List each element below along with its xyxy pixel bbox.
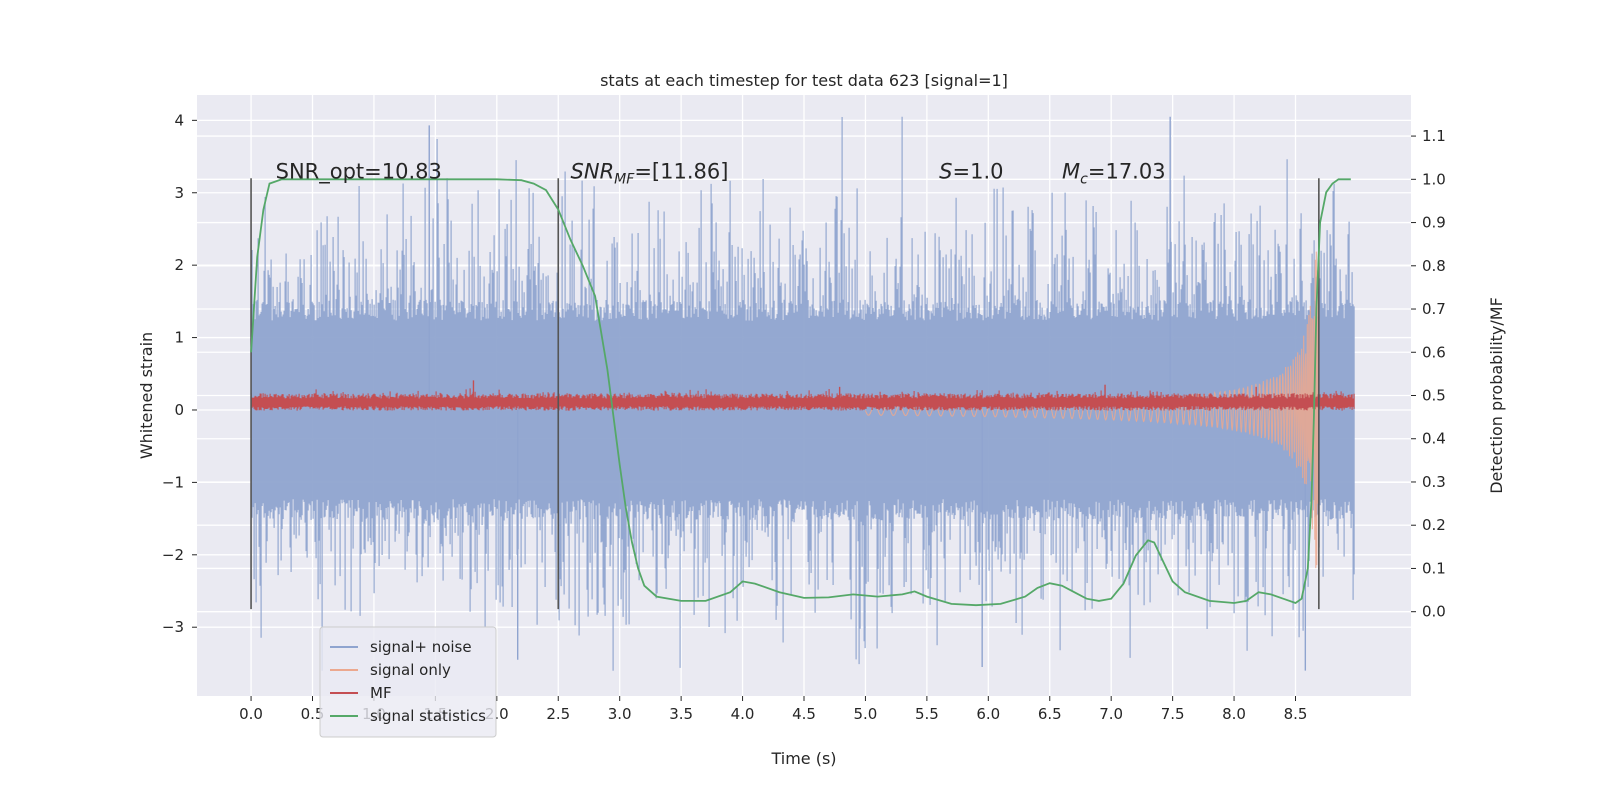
- legend-label: signal only: [370, 661, 451, 679]
- annotation-value: =1.0: [953, 159, 1004, 183]
- signal-statistics-line: [250, 178, 1351, 607]
- annotation-value: =[11.86]: [634, 159, 728, 183]
- y-right-tick-label: 0.1: [1422, 559, 1446, 577]
- y-right-tick-label: 0.5: [1422, 387, 1446, 405]
- y-left-tick-label: −2: [162, 546, 184, 564]
- annotation-text: SNRMF=[11.86]: [571, 159, 729, 187]
- annotation-math: S: [939, 159, 952, 183]
- x-tick-label: 0.5: [301, 705, 325, 723]
- legend-box: [319, 626, 497, 738]
- x-tick-label: 8.0: [1222, 705, 1246, 723]
- x-tick-label: 6.5: [1038, 705, 1062, 723]
- annotation-math: M: [1062, 159, 1080, 183]
- x-tick-label: 6.0: [976, 705, 1000, 723]
- y-left-tick-label: 0: [174, 401, 184, 419]
- legend-label: signal statistics: [370, 707, 486, 725]
- x-axis-label: Time (s): [770, 749, 836, 768]
- legend-label: MF: [370, 684, 392, 702]
- legend-items: signal+ noise signal only MF signal statist…: [330, 638, 486, 725]
- x-tick-label: 0.0: [239, 705, 263, 723]
- y-left-tick-label: −1: [162, 473, 184, 491]
- y-right-tick-label: 0.4: [1422, 430, 1446, 448]
- chart-title: stats at each timestep for test data 623…: [600, 71, 1008, 90]
- y-left-tick-label: −3: [162, 618, 184, 636]
- annotation-subscript: MF: [614, 171, 635, 187]
- signal-noise-series: [250, 116, 1355, 671]
- y-right-tick-label: 0.7: [1422, 300, 1446, 318]
- y-right-tick-label: 0.8: [1422, 257, 1446, 275]
- y-right-tick-label: 0.3: [1422, 473, 1446, 491]
- y-left-tick-label: 4: [174, 111, 184, 129]
- x-tick-label: 4.5: [792, 705, 816, 723]
- x-tick-label: 3.0: [608, 705, 632, 723]
- x-tick-label: 5.0: [854, 705, 878, 723]
- y-right-tick-label: 0.9: [1422, 214, 1446, 232]
- y-right-tick-label: 0.0: [1422, 603, 1446, 621]
- x-tick-label: 4.0: [731, 705, 755, 723]
- signal-statistics-series: [250, 178, 1351, 607]
- y-right-tick-label: 0.6: [1422, 343, 1446, 361]
- annotation-math: SNR: [571, 159, 615, 183]
- y-right-tick-label: 1.1: [1422, 127, 1446, 145]
- x-tick-label: 5.5: [915, 705, 939, 723]
- annotation-text: S=1.0: [939, 159, 1003, 183]
- annotation-subscript: c: [1080, 171, 1088, 187]
- annotations: SNR_opt=10.83 SNRMF=[11.86] S=1.0 Mc=17.03: [276, 159, 1166, 187]
- annotation-text: Mc=17.03: [1062, 159, 1166, 187]
- y-left-tick-label: 2: [174, 256, 184, 274]
- x-tick-label: 7.0: [1099, 705, 1123, 723]
- x-tick-label: 8.5: [1284, 705, 1308, 723]
- y-left-tick-label: 1: [174, 329, 184, 347]
- x-tick-label: 7.5: [1161, 705, 1185, 723]
- y-axis-right-label: Detection probability/MF: [1487, 297, 1506, 494]
- y-right-tick-label: 1.0: [1422, 170, 1446, 188]
- annotation-text: SNR_opt=10.83: [276, 159, 442, 184]
- x-tick-label: 2.5: [546, 705, 570, 723]
- legend-label: signal+ noise: [370, 638, 472, 656]
- annotation-value: =17.03: [1088, 159, 1166, 183]
- y-axis-left-label: Whitened strain: [137, 332, 156, 459]
- x-tick-label: 3.5: [669, 705, 693, 723]
- y-left-tick-label: 3: [174, 184, 184, 202]
- y-right-tick-label: 0.2: [1422, 516, 1446, 534]
- legend: signal+ noise signal only MF signal statist…: [319, 626, 497, 738]
